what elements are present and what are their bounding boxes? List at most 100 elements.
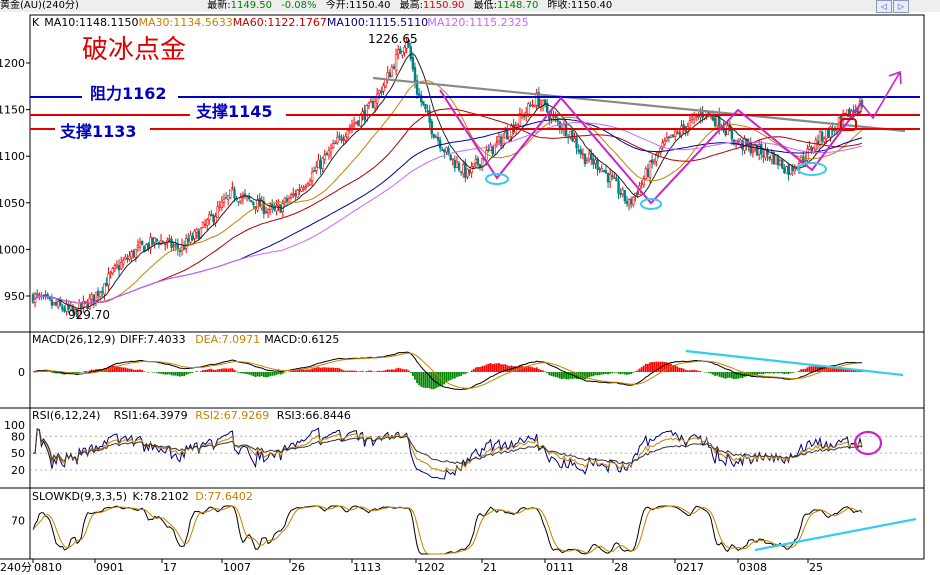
candle-body: [476, 158, 480, 165]
candle-body: [575, 137, 578, 149]
candle-body: [132, 250, 135, 258]
candle-body: [632, 196, 635, 205]
x-tick-label: 1007: [223, 561, 251, 574]
candle-body: [394, 54, 398, 71]
legend-item: SLOWKD(9,3,3,5): [32, 490, 127, 503]
change-value: -0.08%: [281, 0, 317, 11]
candle-body: [806, 148, 809, 161]
candle-body: [218, 205, 221, 208]
candle-body: [808, 146, 811, 150]
candle-body: [688, 120, 692, 129]
candle-body: [90, 294, 93, 300]
candle-body: [478, 163, 482, 168]
legend-item: MA10:1148.1150: [44, 16, 138, 29]
candle-body: [237, 201, 240, 203]
candle-body: [594, 159, 597, 164]
macd-legend: MACD(26,12,9) DIFF:7.4033 DEA:7.0971 MACD:0…: [32, 333, 339, 346]
candle-body: [331, 143, 335, 148]
candle-body: [787, 165, 790, 175]
candle-body: [256, 199, 259, 211]
legend-item: RSI1:64.3979: [114, 409, 188, 422]
candle-body: [292, 193, 295, 195]
candle-body: [491, 146, 494, 154]
x-tick-label: 21: [483, 561, 497, 574]
candle-body: [63, 309, 66, 312]
candle-body: [781, 159, 784, 169]
candle-body: [275, 205, 278, 212]
nav-left-button[interactable]: ◁: [876, 0, 892, 13]
candle-body: [302, 187, 305, 190]
candle-body: [434, 136, 438, 139]
candle-body: [325, 153, 329, 156]
candle-body: [317, 159, 320, 169]
trend-line: [372, 76, 906, 133]
candle-body: [730, 129, 734, 140]
candle-body: [810, 147, 813, 152]
candle-body: [470, 166, 473, 173]
legend-item: RSI3:66.8446: [277, 409, 351, 422]
x-tick-label: 0308: [739, 561, 767, 574]
candle-body: [384, 79, 387, 88]
candle-body: [187, 238, 190, 242]
candle-body: [338, 135, 341, 137]
candle-body: [84, 300, 87, 303]
candle-body: [417, 93, 421, 96]
candle-body: [776, 156, 780, 166]
projection-line: [860, 71, 901, 120]
candle-body: [298, 189, 301, 191]
candle-body: [321, 157, 324, 169]
candle-body: [369, 101, 373, 103]
date-axis: 0810 0901 17 1007 26 1113 1202 21 0111 28 0217 0308…: [32, 559, 823, 574]
candle-body: [226, 195, 230, 200]
prevclose-value: 1150.40: [570, 0, 613, 11]
candle-body: [380, 90, 383, 94]
low-label: 最低:: [473, 0, 497, 11]
x-tick-label: 1202: [417, 561, 445, 574]
candle-body: [487, 149, 490, 151]
ma120-line: [32, 121, 863, 304]
candle-body: [820, 131, 824, 142]
candle-body: [663, 140, 666, 145]
price-axis: 950 1000 1050 1100 1150 1200: [0, 57, 30, 303]
candle-body: [373, 101, 377, 109]
candle-body: [285, 198, 289, 202]
candle-body: [94, 292, 98, 301]
d-line: [32, 505, 863, 555]
candle-body: [674, 130, 677, 137]
bottom-marker-3: [797, 162, 827, 176]
legend-item: K: [32, 16, 40, 29]
candle-body: [774, 155, 778, 165]
candle-body: [646, 168, 650, 177]
candle-body: [592, 158, 595, 165]
candle-body: [642, 178, 645, 186]
candle-body: [396, 49, 400, 55]
candle-body: [193, 230, 196, 239]
candle-body: [205, 219, 209, 226]
candle-body: [350, 125, 354, 128]
rsi-lines: [33, 427, 863, 480]
candle-body: [375, 93, 379, 104]
candle-body: [191, 236, 194, 240]
candle-body: [199, 227, 203, 238]
candle-body: [392, 66, 396, 69]
x-tick-label: 28: [614, 561, 628, 574]
candle-body: [403, 46, 406, 53]
candle-body: [466, 168, 469, 178]
candle-body: [516, 123, 520, 126]
candle-body: [224, 197, 228, 199]
kd-lines: [32, 505, 863, 555]
candle-body: [103, 283, 106, 295]
nav-right-button[interactable]: ▷: [893, 0, 909, 13]
candle-body: [573, 138, 576, 142]
price-tick: 1000: [0, 243, 25, 256]
candle-body: [151, 237, 154, 245]
candle-body: [585, 160, 589, 164]
candle-body: [124, 256, 127, 260]
candle-body: [713, 118, 717, 126]
candle-body: [92, 294, 96, 303]
rsi-legend: RSI(6,12,24) RSI1:64.3979 RSI2:67.9269 RSI3…: [32, 409, 351, 422]
candle-body: [690, 117, 694, 120]
candle-body: [724, 129, 727, 136]
candle-body: [323, 154, 326, 160]
